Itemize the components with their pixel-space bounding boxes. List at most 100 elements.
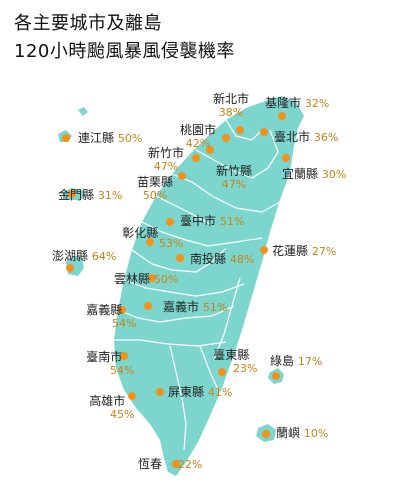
region-probability: 32% [304, 97, 330, 110]
dot-yunlin [148, 274, 156, 282]
region-probability: 54% [112, 317, 137, 330]
region-probability: 51% [219, 215, 245, 228]
dot-kaohsiung [128, 392, 136, 400]
label-penghu: 澎湖縣 64% [52, 249, 116, 264]
label-orchid-island: 蘭嶼 10% [276, 426, 328, 441]
dot-taitung [218, 368, 226, 376]
region-probability: 47% [221, 178, 247, 191]
lienchiang-islet [78, 107, 88, 116]
region-probability: 30% [321, 168, 347, 181]
region-probability: 64% [91, 250, 117, 263]
region-name: 金門縣 [58, 188, 95, 202]
dot-nantou [176, 254, 184, 262]
region-name: 桃園市 [180, 123, 217, 137]
region-name: 嘉義市 [163, 300, 200, 314]
region-name: 新竹縣 [216, 164, 253, 178]
label-chiayi-county: 嘉義縣 54% [72, 303, 136, 331]
dot-hsinchu-county [206, 146, 214, 154]
region-probability: 47% [153, 160, 179, 173]
region-probability: 50% [142, 189, 168, 202]
dot-taichung [166, 218, 174, 226]
region-name: 苗栗縣 [137, 175, 174, 189]
label-tainan: 臺南市 54% [74, 350, 134, 378]
region-probability: 51% [202, 301, 228, 314]
region-name: 連江縣 [78, 131, 115, 145]
dot-penghu [66, 264, 74, 272]
region-probability: 42% [185, 137, 211, 150]
city-dots [62, 112, 290, 468]
region-name: 南投縣 [190, 252, 227, 266]
dot-lienchiang [62, 134, 70, 142]
region-probability: 38% [218, 106, 244, 119]
region-name: 臺東縣 [213, 348, 250, 362]
dot-taoyuan [222, 134, 230, 142]
region-probability: 36% [313, 131, 339, 144]
label-hengchun: 恆春 22% [138, 457, 202, 472]
map-title: 各主要城市及離島 [14, 13, 162, 34]
label-chiayi-city: 嘉義市 51% [163, 300, 227, 315]
region-name: 澎湖縣 [52, 249, 89, 263]
dot-hengchun [172, 460, 180, 468]
label-nantou: 南投縣 48% [190, 252, 254, 267]
label-hualien: 花蓮縣 27% [272, 244, 336, 259]
dot-hsinchu-city [192, 154, 200, 162]
dot-new-taipei [236, 126, 244, 134]
region-probability: 48% [229, 253, 255, 266]
dot-chiayi-city [144, 302, 152, 310]
label-yilan: 宜蘭縣 30% [282, 167, 346, 182]
region-probability: 31% [97, 189, 123, 202]
label-kaohsiung: 高雄市 45% [80, 394, 134, 422]
dot-changhua [146, 238, 154, 246]
label-new-taipei: 新北市 38% [213, 92, 249, 120]
dot-yilan [282, 154, 290, 162]
region-probability: 53% [159, 237, 184, 250]
region-name: 新北市 [213, 92, 250, 106]
label-pingtung: 屏東縣 41% [168, 385, 232, 400]
region-probability: 27% [311, 245, 337, 258]
label-miaoli: 苗栗縣 50% [137, 175, 173, 203]
label-yunlin: 雲林縣 50% [114, 272, 178, 287]
label-taichung: 臺中市 51% [180, 214, 244, 229]
region-name: 新竹市 [148, 146, 185, 160]
dot-orchid-island [262, 430, 270, 438]
dot-hualien [260, 246, 268, 254]
dot-kinmen [68, 190, 76, 198]
dot-keelung [278, 112, 286, 120]
dot-pingtung [156, 388, 164, 396]
label-hsinchu-county: 新竹縣 47% [216, 164, 252, 192]
dot-taipei [260, 128, 268, 136]
label-changhua: 彰化縣 53% [97, 226, 183, 251]
label-green-island: 綠島 17% [270, 354, 322, 369]
map-subtitle: 120小時颱風暴風侵襲機率 [14, 41, 235, 62]
region-name: 雲林縣 [114, 272, 151, 286]
label-lienchiang: 連江縣 50% [78, 131, 142, 146]
dot-tainan [120, 352, 128, 360]
label-taitung: 臺東縣 23% [205, 348, 257, 376]
region-probability: 10% [303, 427, 329, 440]
region-probability: 50% [153, 273, 179, 286]
region-name: 高雄市 [89, 394, 126, 408]
label-taipei: 臺北市 36% [274, 130, 338, 145]
region-name: 臺南市 [86, 350, 123, 364]
dot-miaoli [178, 172, 186, 180]
taiwan-main-island [114, 96, 304, 476]
label-keelung: 基隆市 32% [265, 96, 329, 111]
dot-chiayi-county [118, 306, 126, 314]
region-probability: 45% [110, 408, 135, 421]
region-probability: 23% [233, 362, 258, 375]
region-name: 屏東縣 [168, 385, 205, 399]
label-hsinchu-city: 新竹市 47% [148, 146, 184, 174]
region-name: 綠島 [270, 354, 295, 368]
region-probability: 17% [297, 355, 323, 368]
region-probability: 41% [207, 386, 233, 399]
region-name: 基隆市 [265, 96, 302, 110]
region-name: 嘉義縣 [86, 303, 123, 317]
region-name: 花蓮縣 [272, 244, 309, 258]
dot-green-island [272, 372, 280, 380]
region-name: 恆春 [138, 457, 163, 471]
region-name: 彰化縣 [122, 226, 159, 240]
label-kinmen: 金門縣 31% [58, 188, 122, 203]
region-name: 宜蘭縣 [282, 167, 319, 181]
county-borders [114, 119, 285, 451]
